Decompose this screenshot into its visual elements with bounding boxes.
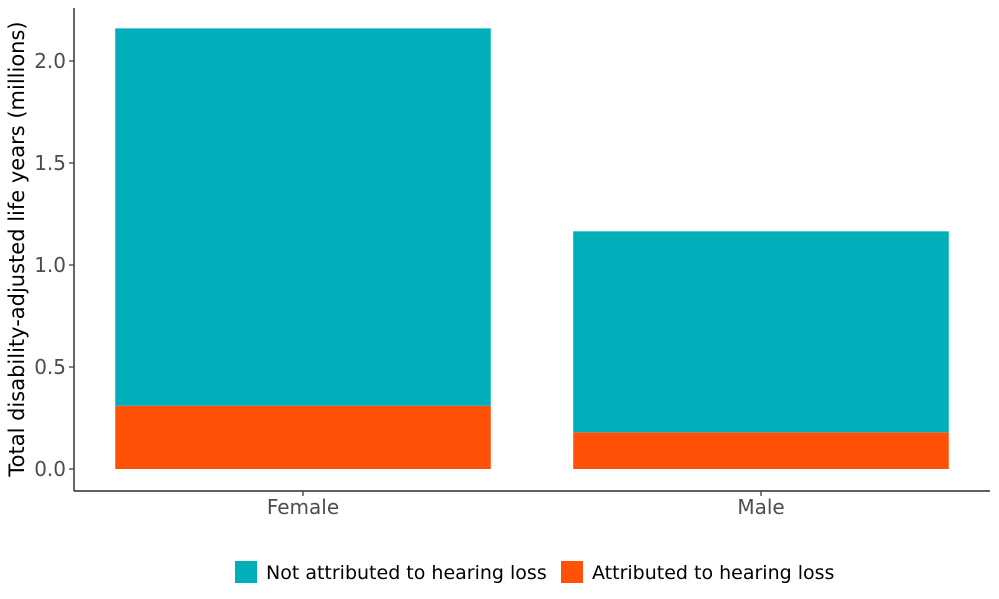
legend-swatch (561, 561, 583, 583)
legend-label: Not attributed to hearing loss (266, 562, 547, 584)
y-tick-label: 0.0 (34, 457, 66, 481)
y-tick-label: 0.5 (34, 355, 66, 379)
y-tick-label: 1.0 (34, 253, 66, 277)
legend-swatch (235, 561, 257, 583)
y-axis-title: Total disability-adjusted life years (mi… (5, 21, 29, 477)
bar-male-series-0 (573, 432, 949, 469)
y-ticks: 0.0 0.5 1.0 1.5 2.0 (34, 49, 74, 481)
x-ticks: Female Male (267, 491, 785, 519)
bar-male-series-1 (573, 231, 949, 433)
legend: Not attributed to hearing loss Attributed… (235, 561, 834, 584)
y-tick-label: 2.0 (34, 49, 66, 73)
bars-layer (115, 28, 949, 469)
y-tick-label: 1.5 (34, 151, 66, 175)
x-tick-label: Male (737, 495, 784, 519)
bar-female-series-0 (115, 405, 491, 469)
bar-female-series-1 (115, 28, 491, 406)
legend-label: Attributed to hearing loss (592, 562, 834, 584)
x-tick-label: Female (267, 495, 339, 519)
